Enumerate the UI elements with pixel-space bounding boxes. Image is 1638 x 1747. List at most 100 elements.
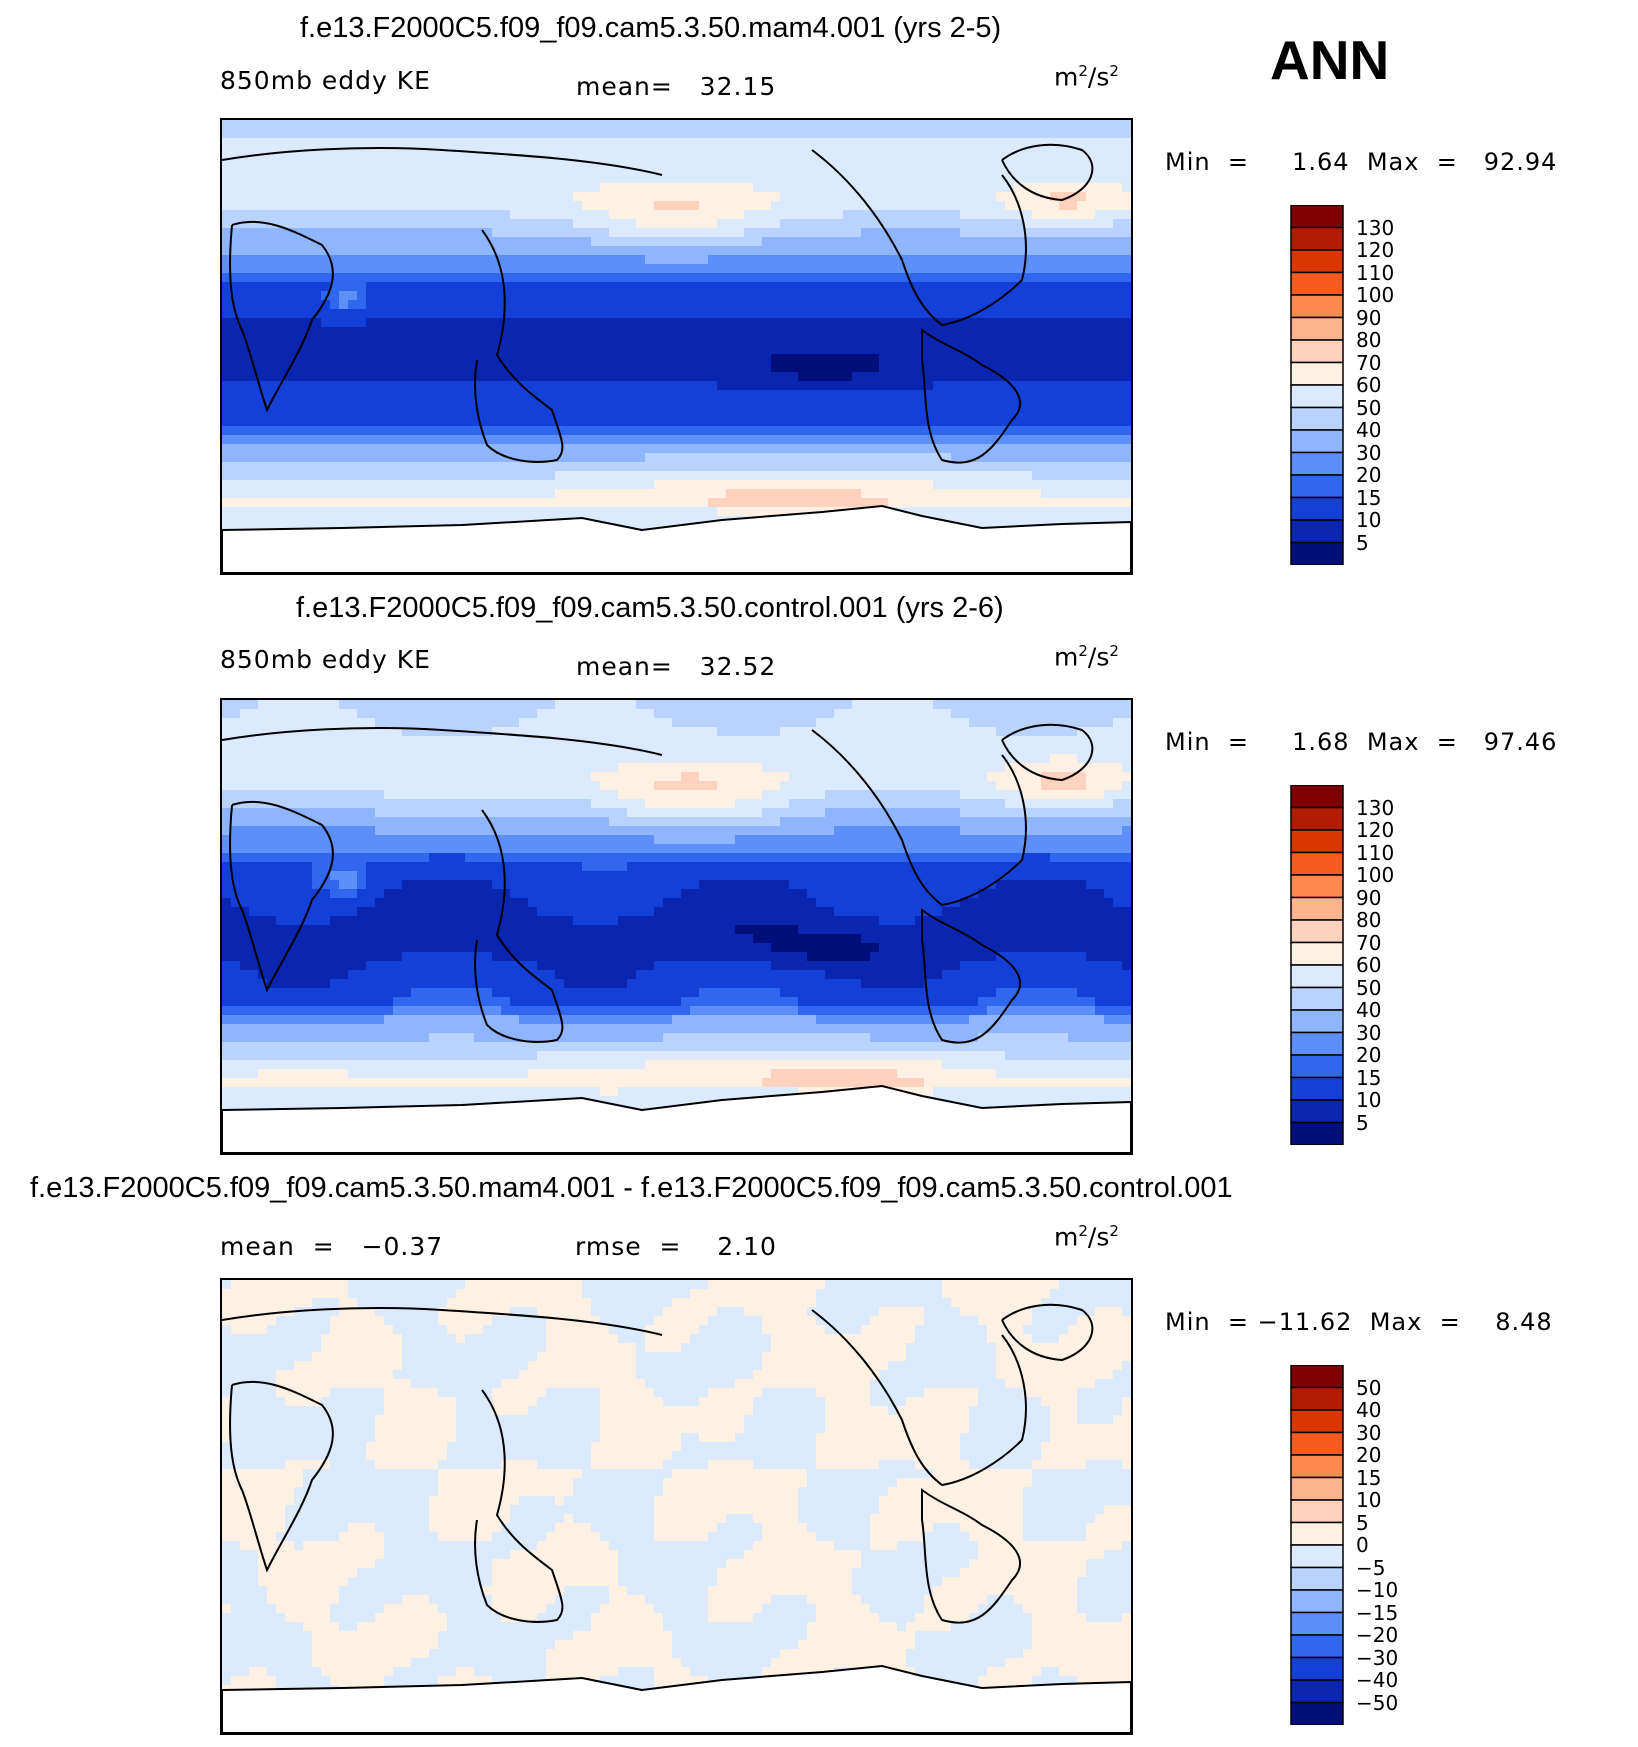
colorbar-tick-label: 130 <box>1356 215 1395 240</box>
colorbar-tick-label: 60 <box>1356 373 1382 397</box>
colorbar-tick-label: 110 <box>1356 260 1395 285</box>
colorbar-box <box>1290 896 1344 921</box>
season-label: ANN <box>1270 29 1390 91</box>
colorbar-tick-label: 40 <box>1356 418 1382 442</box>
map-field <box>222 1280 1131 1733</box>
colorbar-tick-label: 15 <box>1356 485 1382 510</box>
colorbar-tick-label: 80 <box>1356 328 1382 352</box>
colorbar-tick-label: 50 <box>1356 975 1382 1000</box>
colorbar-boxes <box>1290 1365 1344 1725</box>
min-max-label: Min = 1.68 Max = 97.46 <box>1165 728 1558 756</box>
colorbar-tick-label: 20 <box>1356 1043 1382 1067</box>
colorbar-tick-label: 0 <box>1356 1533 1369 1557</box>
coastline <box>1001 723 1094 782</box>
coastline <box>921 908 1022 1044</box>
colorbar-box <box>1290 1365 1344 1389</box>
colorbar-tick-label: 90 <box>1356 305 1382 330</box>
colorbar-box <box>1290 986 1344 1011</box>
colorbar-box <box>1290 1454 1344 1479</box>
antarctica-coastline <box>222 504 1131 573</box>
units-label: m2/s2 <box>1054 642 1119 672</box>
colorbar-tick-label: 15 <box>1356 1065 1382 1090</box>
colorbar-tick-label: 80 <box>1356 908 1382 932</box>
colorbar-box <box>1290 785 1344 809</box>
coastline <box>229 1380 334 1573</box>
colorbar-box <box>1290 339 1344 364</box>
colorbar: 130 120 110 100 90 80 70 60 50 40 30 20 15 10 5 <box>1290 205 1394 565</box>
colorbar-tick-label: −20 <box>1356 1623 1399 1647</box>
colorbar-box <box>1290 1099 1344 1124</box>
colorbar-box <box>1290 451 1344 476</box>
colorbar-box <box>1290 829 1344 854</box>
colorbar-tick-label: 20 <box>1356 1443 1382 1467</box>
colorbar-box <box>1290 1499 1344 1524</box>
colorbar-box <box>1290 806 1344 831</box>
colorbar-box <box>1290 1544 1344 1569</box>
map-field <box>222 700 1131 1153</box>
colorbar-tick-label: 100 <box>1356 283 1395 307</box>
colorbar-tick-label: 100 <box>1356 863 1395 887</box>
colorbar-box <box>1290 1009 1344 1034</box>
variable-label: 850mb eddy KE <box>220 66 431 95</box>
map-plot <box>220 698 1133 1155</box>
colorbar-tick-label: 110 <box>1356 840 1395 865</box>
coastline <box>229 220 334 413</box>
colorbar-box <box>1290 1031 1344 1056</box>
colorbar-box <box>1290 1701 1344 1725</box>
antarctica-coastline <box>222 1664 1131 1733</box>
coastline <box>474 229 564 463</box>
antarctica-coastline <box>222 1084 1131 1153</box>
colorbar-tick-label: 10 <box>1356 1088 1382 1112</box>
colorbar-tick-label: 30 <box>1356 1420 1382 1445</box>
colorbar-tick-label: 5 <box>1356 1110 1369 1135</box>
coastline <box>811 729 1027 907</box>
colorbar-box <box>1290 294 1344 319</box>
variable-label: 850mb eddy KE <box>220 645 431 674</box>
colorbar-box <box>1290 1521 1344 1546</box>
coastline <box>1001 143 1094 202</box>
colorbar-tick-label: 30 <box>1356 440 1382 465</box>
coastline <box>1001 1303 1094 1362</box>
map-plot <box>220 118 1133 575</box>
colorbar-box <box>1290 429 1344 454</box>
colorbar-boxes <box>1290 205 1344 565</box>
units-label: m2/s2 <box>1054 1222 1119 1252</box>
colorbar-box <box>1290 474 1344 499</box>
colorbar-box <box>1290 541 1344 565</box>
coastline <box>222 727 663 756</box>
panel-title: f.e13.F2000C5.f09_f09.cam5.3.50.control.… <box>296 592 1004 624</box>
colorbar-box <box>1290 1634 1344 1659</box>
colorbar-box <box>1290 316 1344 341</box>
colorbar-box <box>1290 851 1344 876</box>
colorbar-tick-label: 40 <box>1356 1398 1382 1422</box>
colorbar-tick-label: 90 <box>1356 885 1382 910</box>
mean-label: mean = −0.37 <box>220 1232 444 1261</box>
coastline <box>474 809 564 1043</box>
colorbar-box <box>1290 1656 1344 1681</box>
mean-label: mean= 32.52 <box>576 652 777 681</box>
colorbar-box <box>1290 1386 1344 1411</box>
map-plot <box>220 1278 1133 1735</box>
colorbar-box <box>1290 941 1344 966</box>
colorbar-tick-label: 10 <box>1356 508 1382 532</box>
colorbar-box <box>1290 271 1344 296</box>
colorbar-tick-label: 60 <box>1356 953 1382 977</box>
colorbar-box <box>1290 1476 1344 1501</box>
colorbar-box <box>1290 1566 1344 1591</box>
coastline <box>811 1309 1027 1487</box>
colorbar-box <box>1290 1121 1344 1145</box>
colorbar-box <box>1290 1679 1344 1704</box>
colorbar-box <box>1290 1409 1344 1434</box>
colorbar-tick-label: −40 <box>1356 1668 1399 1692</box>
colorbar-tick-label: 40 <box>1356 998 1382 1022</box>
colorbar-tick-label: 50 <box>1356 1375 1382 1400</box>
panel-title: f.e13.F2000C5.f09_f09.cam5.3.50.mam4.001… <box>300 12 1002 44</box>
colorbar-box <box>1290 249 1344 274</box>
colorbar-tick-label: 5 <box>1356 1510 1369 1535</box>
colorbar-box <box>1290 919 1344 944</box>
colorbar-box <box>1290 1589 1344 1614</box>
rmse-label: rmse = 2.10 <box>575 1232 777 1261</box>
colorbar-box <box>1290 496 1344 521</box>
colorbar-box <box>1290 226 1344 251</box>
map-field <box>222 120 1131 573</box>
